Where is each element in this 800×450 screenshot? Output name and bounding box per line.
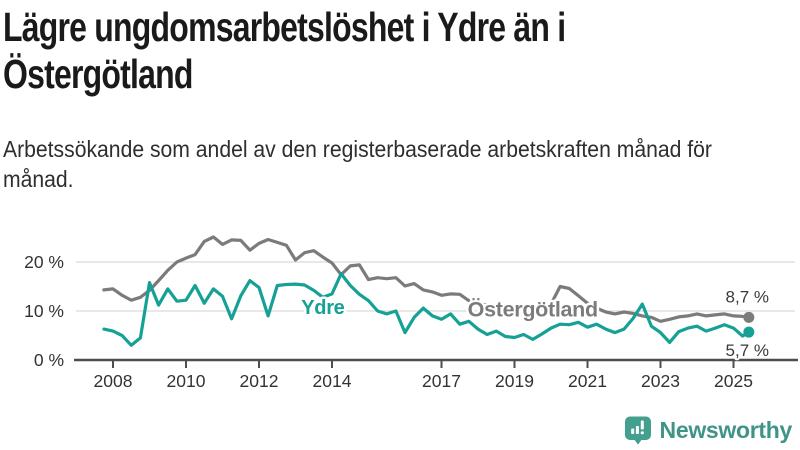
logo-exclamation-bar (640, 420, 644, 430)
y-tick-label: 20 % (24, 252, 64, 272)
newsworthy-icon (624, 416, 651, 445)
series-end-value-ostergotland: 8,7 % (726, 287, 769, 306)
logo-exclamation-dot (640, 431, 644, 435)
series-line-ostergotland (102, 235, 751, 323)
logo-bar-small (630, 428, 634, 434)
series-end-dot-ostergotland (743, 311, 755, 323)
x-tick-label: 2023 (641, 371, 680, 391)
y-tick-label: 0 % (34, 350, 64, 370)
series-end-value-ydre: 5,7 % (726, 341, 769, 360)
x-tick-label: 2008 (94, 371, 133, 391)
x-tick-label: 2021 (568, 371, 607, 391)
x-tick-label: 2025 (714, 371, 753, 391)
x-tick-label: 2010 (167, 371, 206, 391)
logo-bar-tall (635, 426, 639, 434)
series-end-dot-ydre (743, 326, 755, 338)
newsworthy-logo: Newsworthy (624, 415, 792, 445)
series-inline-label-ydre: Ydre (301, 297, 344, 319)
x-tick-label: 2014 (313, 371, 352, 391)
chart-title: Lägre ungdomsarbetslöshet i Ydre än i Ös… (3, 4, 566, 97)
x-tick-label: 2019 (495, 371, 534, 391)
x-tick-label: 2017 (422, 371, 461, 391)
y-tick-label: 10 % (24, 301, 64, 321)
x-tick-label: 2012 (240, 371, 279, 391)
newsworthy-wordmark: Newsworthy (659, 416, 793, 443)
series-line-ydre (102, 272, 751, 347)
series-inline-label-ostergotland: Östergötland (468, 297, 598, 322)
chart-subtitle: Arbetssökande som andel av den registerb… (3, 136, 712, 192)
